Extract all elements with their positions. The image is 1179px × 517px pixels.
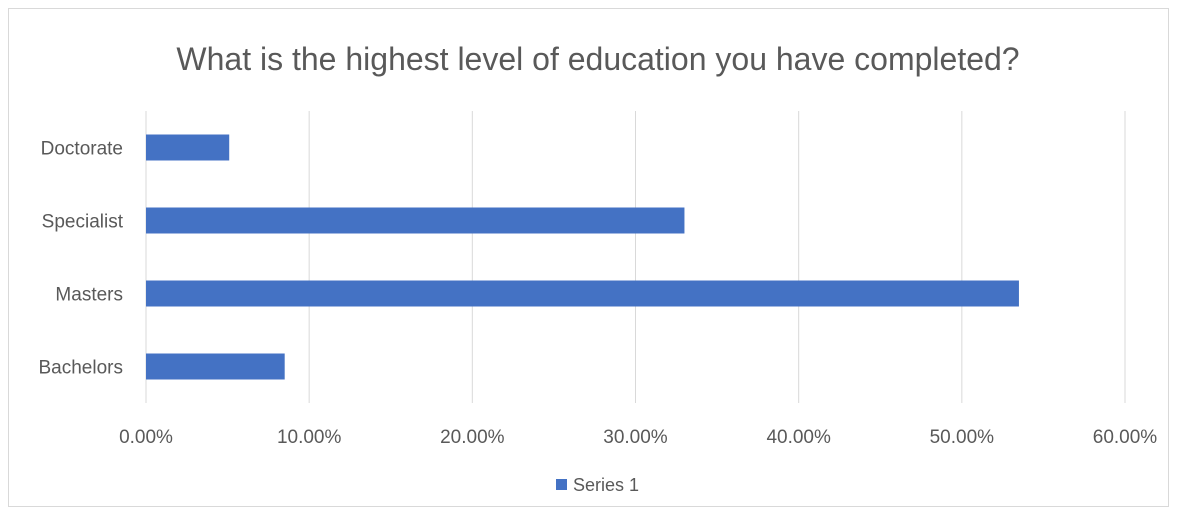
- legend: Series 1: [556, 475, 639, 495]
- x-tick-label: 0.00%: [119, 427, 173, 448]
- y-tick-label-bachelors: Bachelors: [39, 358, 124, 379]
- x-tick-label: 30.00%: [603, 427, 668, 448]
- x-tick-label: 20.00%: [440, 427, 505, 448]
- bars: [146, 134, 1019, 380]
- bar-bachelors: [146, 353, 285, 380]
- chart-title: What is the highest level of education y…: [176, 41, 1019, 77]
- x-tick-label: 60.00%: [1093, 427, 1158, 448]
- y-axis-labels: Bachelors Masters Specialist Doctorate: [39, 139, 124, 379]
- y-tick-label-doctorate: Doctorate: [41, 139, 123, 160]
- gridlines: [145, 111, 1126, 403]
- x-tick-label: 40.00%: [766, 427, 831, 448]
- y-tick-label-specialist: Specialist: [42, 212, 124, 233]
- chart-frame: [8, 8, 1169, 507]
- y-tick-label-masters: Masters: [55, 285, 123, 306]
- x-axis-labels: 0.00% 10.00% 20.00% 30.00% 40.00% 50.00% 60.00…: [119, 427, 1157, 448]
- bar-specialist: [146, 207, 685, 234]
- bar-masters: [146, 280, 1019, 307]
- bar-doctorate: [146, 134, 230, 161]
- legend-swatch-series-1: [556, 479, 567, 490]
- x-tick-label: 10.00%: [277, 427, 342, 448]
- legend-label-series-1: Series 1: [573, 475, 639, 495]
- x-tick-label: 50.00%: [930, 427, 995, 448]
